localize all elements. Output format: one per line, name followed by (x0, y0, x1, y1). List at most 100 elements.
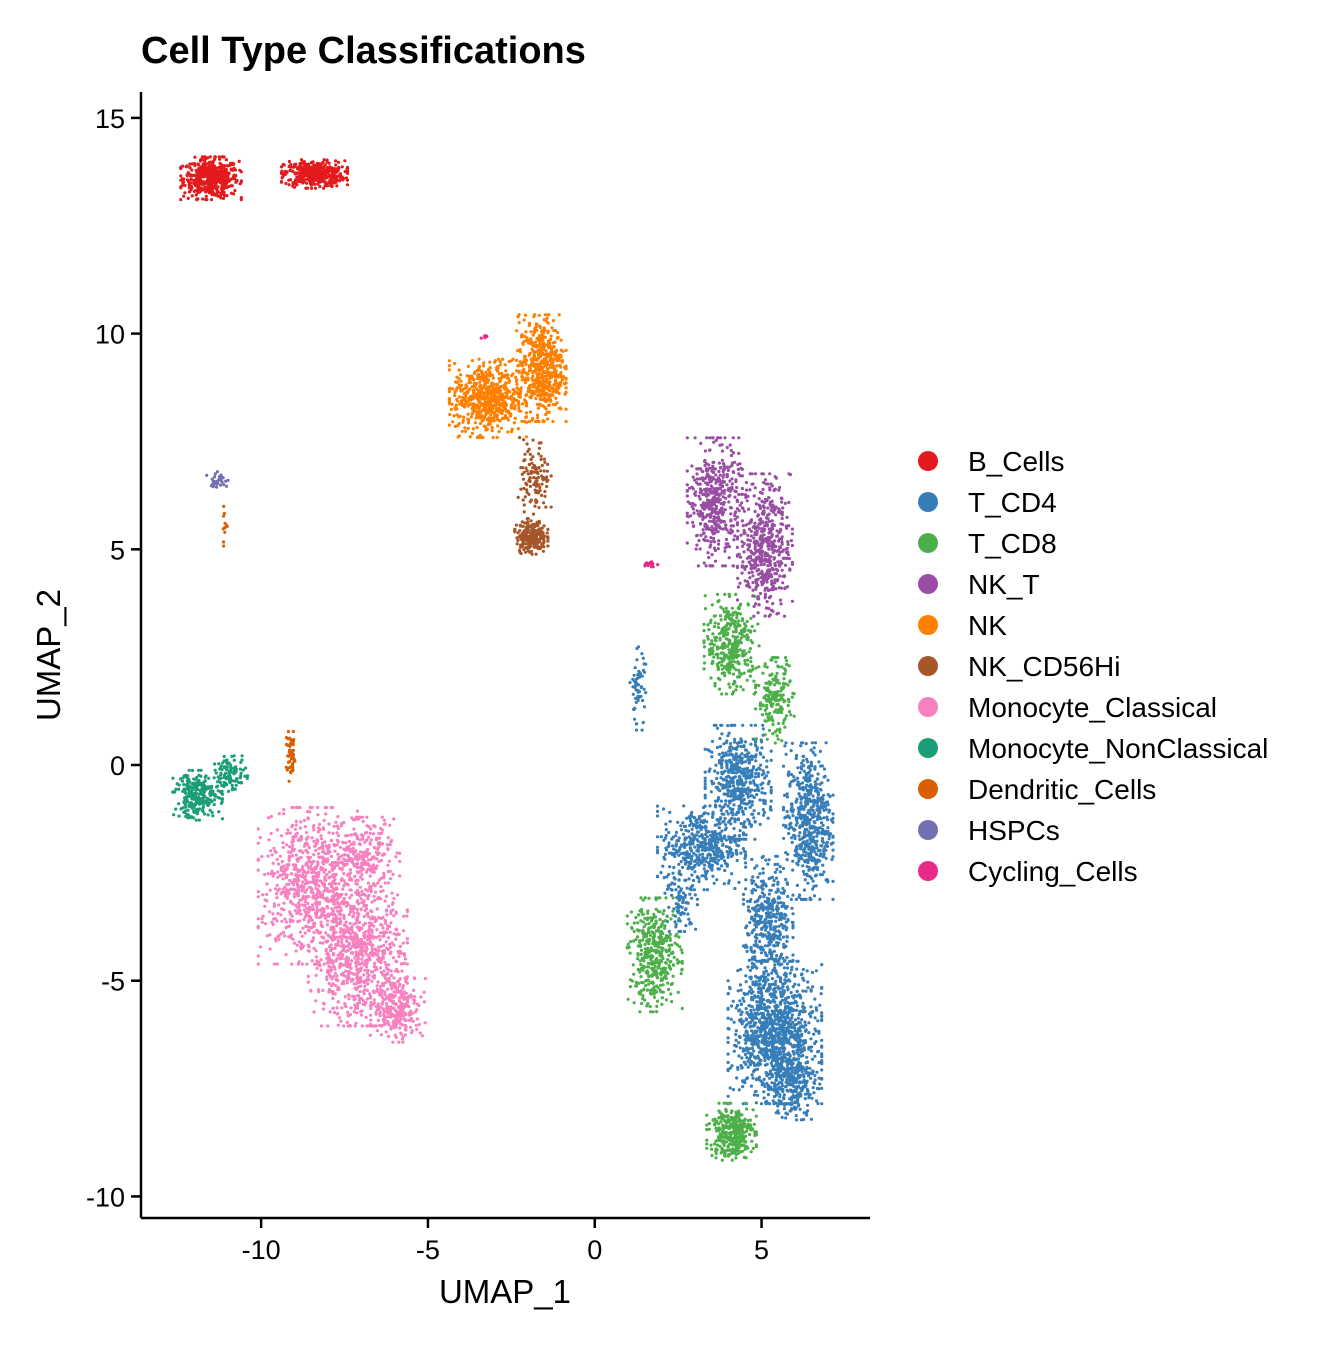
point-T_CD4 (734, 1006, 738, 1010)
point-T_CD8 (724, 629, 728, 633)
point-T_CD4 (820, 1045, 824, 1049)
point-T_CD4 (703, 779, 707, 783)
point-T_CD4 (802, 807, 806, 811)
point-T_CD4 (762, 801, 766, 805)
point-T_CD4 (820, 1068, 824, 1072)
point-T_CD4 (831, 816, 835, 820)
point-T_CD4 (707, 864, 711, 868)
point-B_Cells (345, 183, 350, 187)
point-T_CD4 (803, 835, 807, 839)
point-T_CD4 (814, 782, 818, 786)
point-T_CD4 (798, 1029, 802, 1033)
point-T_CD4 (766, 972, 770, 977)
point-T_CD4 (655, 845, 660, 849)
point-T_CD8 (776, 656, 780, 660)
point-T_CD4 (774, 1056, 778, 1060)
point-T_CD4 (777, 1030, 781, 1034)
point-T_CD4 (798, 837, 802, 842)
point-T_CD4 (741, 760, 745, 764)
point-T_CD4 (768, 952, 773, 956)
point-T_CD8 (773, 690, 777, 694)
point-T_CD4 (764, 774, 769, 778)
point-T_CD4 (701, 821, 706, 825)
point-T_CD4 (774, 1047, 778, 1051)
point-T_CD4 (820, 1011, 824, 1015)
point-T_CD8 (667, 953, 671, 958)
point-T_CD4 (791, 924, 795, 928)
point-B_Cells (312, 169, 316, 173)
point-T_CD4 (813, 753, 817, 757)
point-T_CD4 (789, 1025, 794, 1029)
point-T_CD4 (781, 823, 786, 827)
point-T_CD4 (759, 763, 763, 767)
point-B_Cells (188, 173, 192, 177)
point-T_CD4 (681, 832, 686, 836)
point-T_CD4 (825, 840, 830, 844)
point-T_CD4 (770, 971, 774, 975)
point-T_CD4 (812, 820, 816, 824)
point-T_CD4 (737, 1088, 741, 1092)
point-T_CD4 (769, 808, 773, 812)
point-T_CD4 (667, 830, 671, 835)
point-T_CD4 (764, 1040, 768, 1044)
point-T_CD4 (806, 881, 810, 885)
point-T_CD4 (748, 805, 752, 809)
point-T_CD4 (801, 1010, 805, 1014)
point-T_CD8 (736, 624, 740, 628)
point-T_CD4 (681, 898, 685, 902)
point-B_Cells (314, 165, 318, 169)
point-T_CD8 (736, 611, 740, 615)
point-T_CD8 (771, 732, 775, 736)
point-T_CD4 (710, 739, 715, 744)
point-T_CD4 (815, 834, 819, 838)
point-T_CD4 (813, 765, 817, 769)
point-T_CD4 (632, 673, 636, 677)
point-T_CD4 (752, 1049, 756, 1053)
point-T_CD4 (774, 979, 778, 983)
point-T_CD4 (766, 1057, 771, 1061)
point-T_CD4 (720, 766, 724, 770)
point-T_CD4 (792, 1035, 796, 1039)
point-T_CD4 (691, 866, 695, 870)
point-T_CD4 (803, 1067, 807, 1072)
point-T_CD4 (801, 864, 805, 868)
point-T_CD4 (633, 706, 637, 711)
point-T_CD4 (782, 966, 787, 970)
point-T_CD4 (752, 1069, 756, 1074)
point-T_CD4 (796, 776, 800, 780)
point-T_CD4 (772, 937, 776, 941)
point-T_CD4 (713, 769, 717, 773)
point-T_CD4 (758, 751, 762, 755)
point-T_CD4 (756, 983, 760, 987)
point-B_Cells (302, 160, 306, 164)
point-T_CD4 (707, 861, 711, 865)
point-T_CD4 (784, 1036, 789, 1041)
point-T_CD4 (820, 1059, 824, 1063)
point-T_CD4 (765, 925, 769, 929)
point-T_CD4 (753, 743, 758, 747)
point-T_CD8 (749, 669, 753, 673)
point-T_CD4 (685, 816, 689, 820)
point-T_CD4 (671, 871, 675, 875)
point-T_CD4 (821, 806, 825, 810)
point-B_Cells (179, 198, 183, 202)
point-T_CD8 (719, 651, 723, 655)
point-T_CD4 (808, 842, 812, 846)
point-T_CD4 (754, 1031, 758, 1035)
point-T_CD4 (682, 842, 686, 846)
point-T_CD4 (715, 726, 720, 730)
point-T_CD4 (811, 1070, 815, 1074)
point-B_Cells (203, 156, 207, 160)
point-T_CD8 (724, 606, 728, 610)
point-T_CD4 (741, 831, 746, 835)
point-T_CD4 (740, 1066, 744, 1070)
point-T_CD4 (802, 840, 806, 844)
point-T_CD4 (764, 1051, 768, 1055)
point-T_CD4 (718, 854, 723, 858)
point-T_CD4 (684, 924, 688, 928)
point-T_CD4 (767, 779, 771, 784)
point-T_CD4 (785, 1077, 789, 1081)
point-T_CD4 (803, 778, 808, 783)
point-T_CD4 (783, 1001, 787, 1005)
point-T_CD8 (723, 592, 727, 597)
